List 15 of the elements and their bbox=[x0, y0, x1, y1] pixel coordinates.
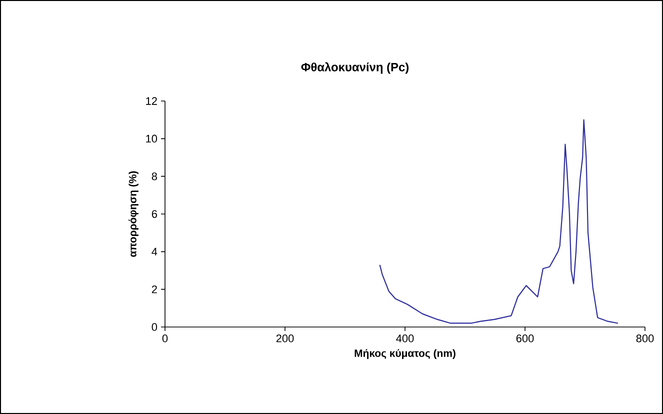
x-tick-label: 200 bbox=[276, 334, 294, 342]
chart-title: Φθαλοκυανίνη (Pc) bbox=[301, 62, 409, 74]
y-tick-label: 12 bbox=[146, 97, 157, 105]
y-tick-label: 10 bbox=[146, 134, 158, 143]
x-axis-title: Μήκος κύματος (nm) bbox=[354, 349, 456, 359]
y-tick-label: 4 bbox=[152, 248, 158, 256]
y-tick-label: 2 bbox=[152, 286, 157, 294]
x-tick-label: 0 bbox=[162, 334, 168, 342]
x-tick-label: 800 bbox=[636, 334, 654, 342]
x-tick-label: 400 bbox=[396, 334, 414, 342]
y-tick-label: 8 bbox=[152, 172, 157, 180]
y-axis-title: απορρόφηση (%) bbox=[128, 171, 138, 257]
y-tick-label: 6 bbox=[152, 210, 157, 218]
y-tick-label: 0 bbox=[152, 323, 158, 331]
x-tick-label: 600 bbox=[516, 334, 534, 342]
